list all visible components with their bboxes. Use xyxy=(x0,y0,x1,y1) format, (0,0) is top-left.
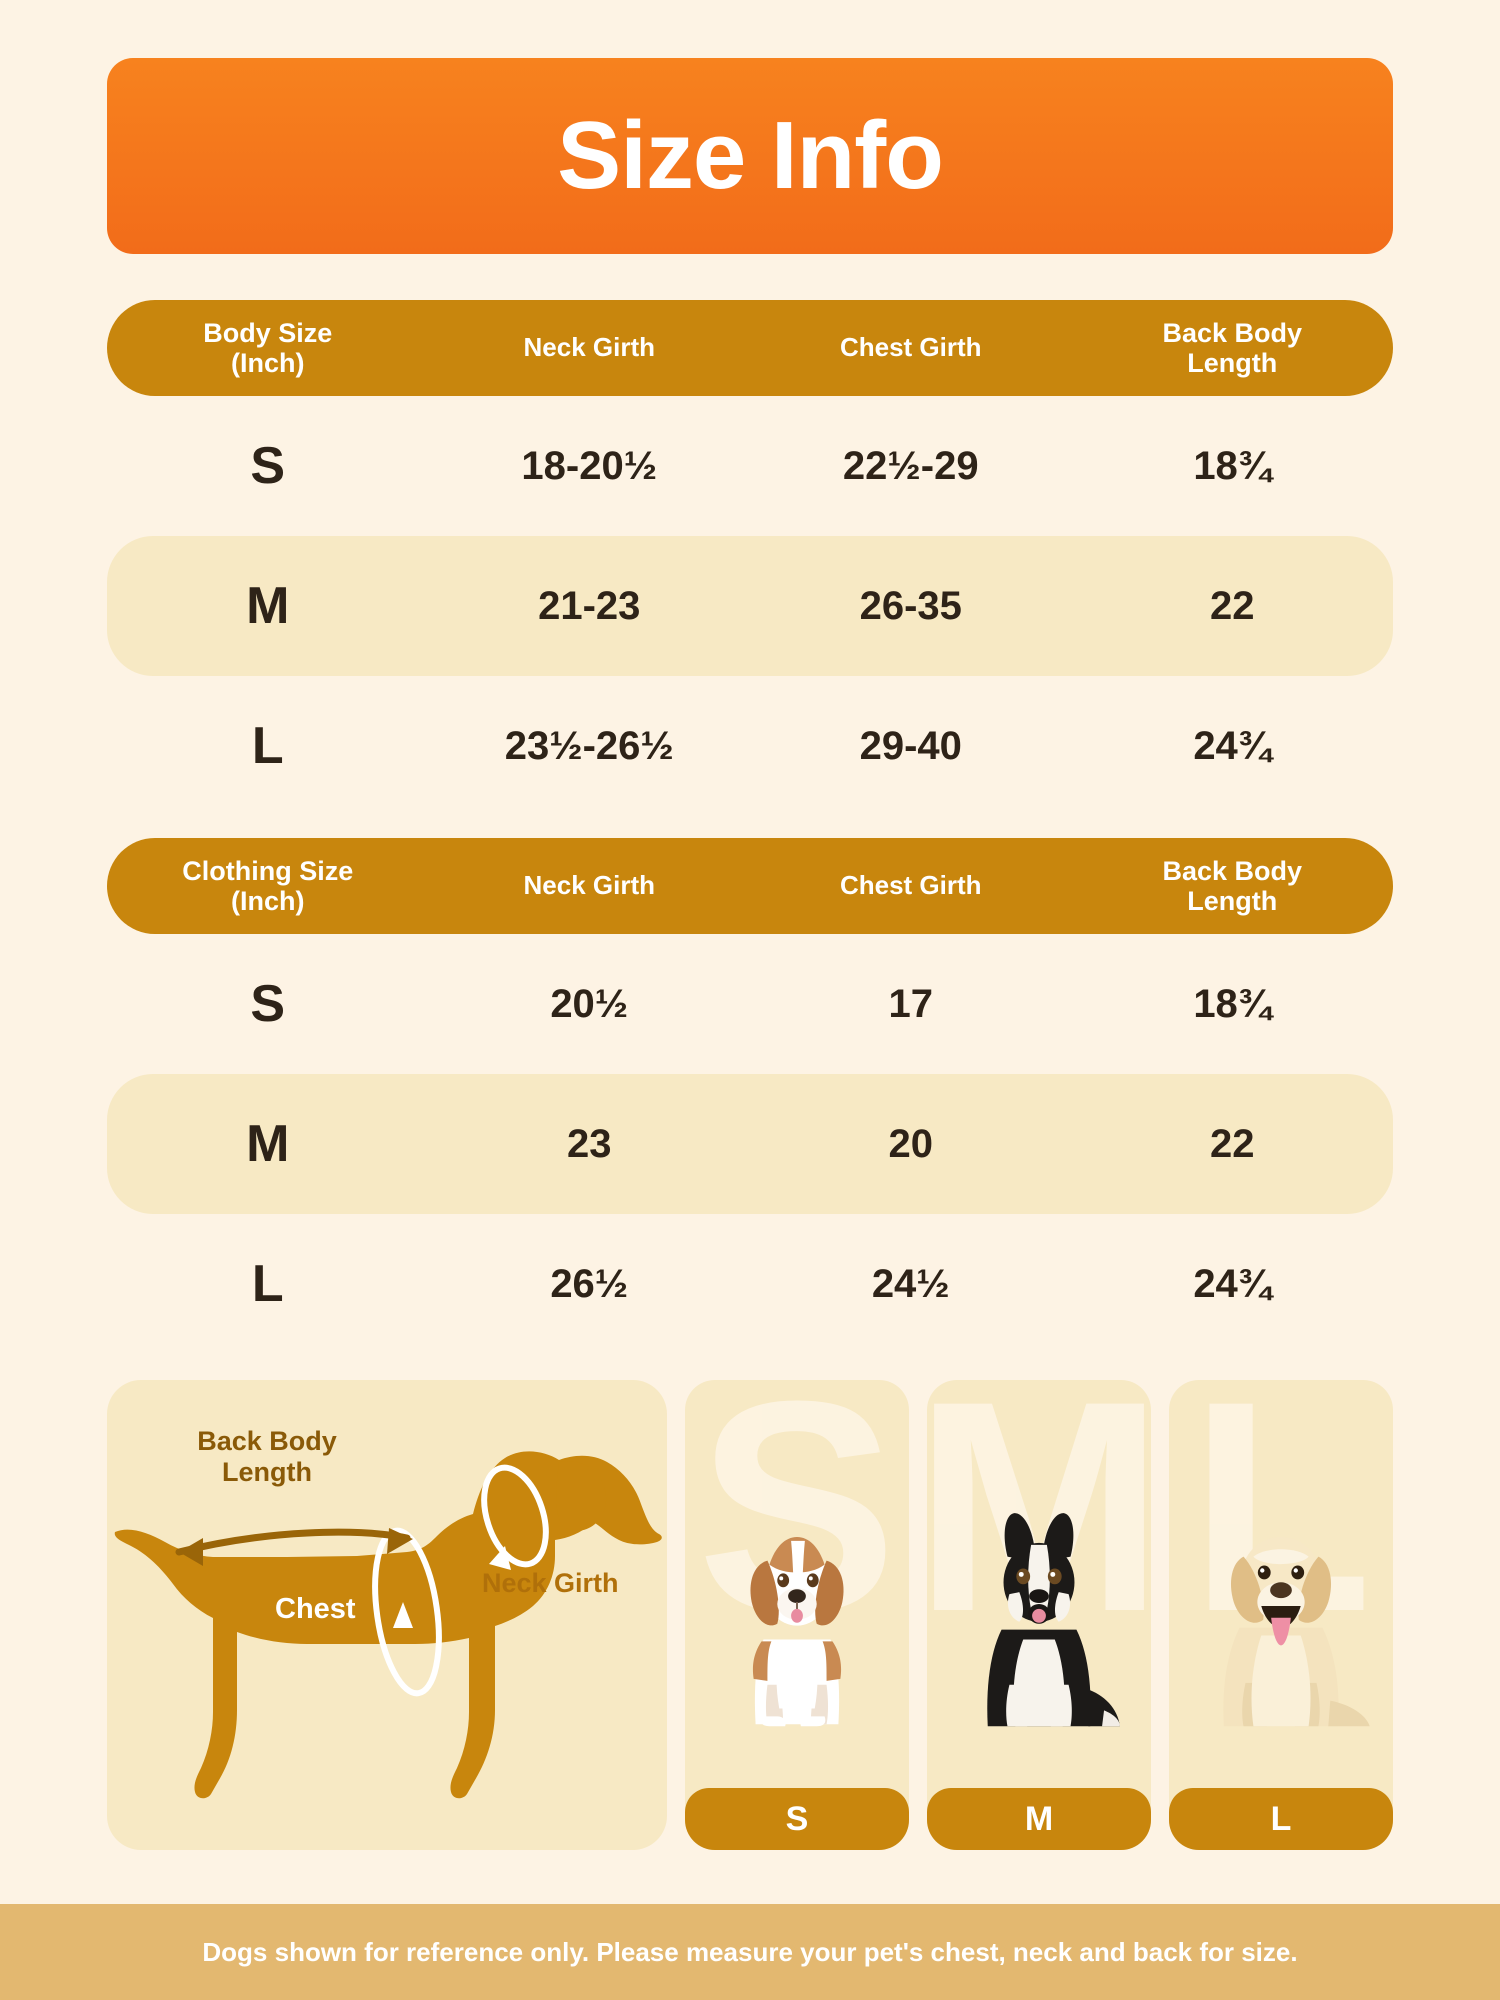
row-chest-value: 17 xyxy=(888,981,934,1026)
header-back-body-length-line2: Length xyxy=(1187,886,1278,916)
row-back-value: 24¾ xyxy=(1193,1261,1272,1306)
back-body-length-label-line2: Length xyxy=(222,1456,312,1487)
neck-girth-label: Neck Girth xyxy=(482,1568,619,1598)
row-neck-value: 26½ xyxy=(550,1261,629,1306)
row-size-label: S xyxy=(250,437,286,495)
header-neck-girth: Neck Girth xyxy=(523,332,656,363)
dog-card-label-l: L xyxy=(1169,1788,1393,1850)
dog-card-small: S xyxy=(685,1380,909,1850)
table-row: S 20½ 17 18¾ xyxy=(107,934,1393,1074)
row-back-value: 22 xyxy=(1210,1121,1255,1166)
footer-note: Dogs shown for reference only. Please me… xyxy=(202,1936,1298,1967)
body-size-table: Body Size (Inch) Neck Girth Chest Girth … xyxy=(107,300,1393,816)
row-size-label: M xyxy=(246,1115,290,1173)
beagle-photo xyxy=(750,1537,844,1727)
row-back-value: 22 xyxy=(1210,583,1255,628)
header-back-body-length-line2: Length xyxy=(1187,348,1278,378)
dog-card-medium: M xyxy=(927,1380,1151,1850)
table-row: M 23 20 22 xyxy=(107,1074,1393,1214)
header-back-body-length-line1: Back Body xyxy=(1162,317,1303,348)
header-back-body-length-line1: Back Body xyxy=(1162,855,1303,886)
table-row: M 21-23 26-35 22 xyxy=(107,536,1393,676)
row-chest-value: 26-35 xyxy=(859,583,962,628)
chest-girth-measure-line xyxy=(372,1527,442,1697)
table-row: S 18-20½ 22½-29 18¾ xyxy=(107,396,1393,536)
row-size-label: M xyxy=(246,577,290,635)
clothing-size-table: Clothing Size (Inch) Neck Girth Chest Gi… xyxy=(107,838,1393,1354)
row-neck-value: 21-23 xyxy=(538,583,641,628)
dog-card-large: L xyxy=(1169,1380,1393,1850)
page-title: Size Info xyxy=(557,102,944,209)
row-size-label: S xyxy=(250,975,286,1033)
border-collie-photo xyxy=(987,1513,1120,1727)
footer-banner: Dogs shown for reference only. Please me… xyxy=(0,1904,1500,2000)
back-body-length-label-line1: Back Body xyxy=(197,1426,337,1456)
labrador-photo xyxy=(1223,1537,1370,1727)
header-chest-girth: Chest Girth xyxy=(839,332,982,363)
header-body-size: Body Size (Inch) xyxy=(107,318,429,378)
back-body-length-label: Back Body Length xyxy=(157,1426,377,1488)
row-neck-value: 20½ xyxy=(550,981,629,1026)
row-chest-value: 22½-29 xyxy=(842,443,979,488)
neck-arrow-head xyxy=(489,1546,511,1570)
dog-card-label-s: S xyxy=(685,1788,909,1850)
row-neck-value: 23½-26½ xyxy=(504,723,674,768)
row-back-value: 18¾ xyxy=(1193,981,1272,1026)
row-size-label: L xyxy=(251,1255,284,1313)
illustration-panels: Back Body Length Chest Neck Girth S xyxy=(107,1380,1393,1850)
row-back-value: 18¾ xyxy=(1193,443,1272,488)
row-neck-value: 23 xyxy=(567,1121,612,1166)
header-clothing-size: Clothing Size (Inch) xyxy=(107,856,429,916)
back-body-length-arrow-head-right xyxy=(387,1528,413,1554)
table-row: L 23½-26½ 29-40 24¾ xyxy=(107,676,1393,816)
table-row: L 26½ 24½ 24¾ xyxy=(107,1214,1393,1354)
back-body-length-arrow xyxy=(175,1528,411,1556)
header-back-body-length: Back Body Length xyxy=(1072,856,1394,916)
measurement-diagram-panel: Back Body Length Chest Neck Girth xyxy=(107,1380,667,1850)
neck-girth-measure-line xyxy=(481,1464,549,1568)
title-banner: Size Info xyxy=(107,58,1393,254)
back-body-length-arrow-head-left xyxy=(179,1538,203,1566)
row-chest-value: 29-40 xyxy=(859,723,962,768)
row-back-value: 24¾ xyxy=(1193,723,1272,768)
chest-arrow-head xyxy=(393,1602,413,1628)
header-back-body-length: Back Body Length xyxy=(1072,318,1394,378)
row-chest-value: 20 xyxy=(888,1121,934,1166)
header-body-size-line2: (Inch) xyxy=(231,348,305,378)
row-size-label: L xyxy=(251,717,284,775)
header-clothing-size-line1: Clothing Size xyxy=(182,855,354,886)
header-body-size-line1: Body Size xyxy=(203,317,333,348)
body-size-table-header: Body Size (Inch) Neck Girth Chest Girth … xyxy=(107,300,1393,396)
row-neck-value: 18-20½ xyxy=(521,443,658,488)
dog-card-label-m: M xyxy=(927,1788,1151,1850)
row-chest-value: 24½ xyxy=(871,1261,950,1306)
table-gap xyxy=(0,816,1500,838)
header-chest-girth: Chest Girth xyxy=(839,870,982,901)
chest-label: Chest xyxy=(275,1593,356,1625)
header-clothing-size-line2: (Inch) xyxy=(231,886,305,916)
dog-measurement-diagram-icon xyxy=(114,1451,662,1799)
clothing-size-table-header: Clothing Size (Inch) Neck Girth Chest Gi… xyxy=(107,838,1393,934)
header-neck-girth: Neck Girth xyxy=(523,870,656,901)
